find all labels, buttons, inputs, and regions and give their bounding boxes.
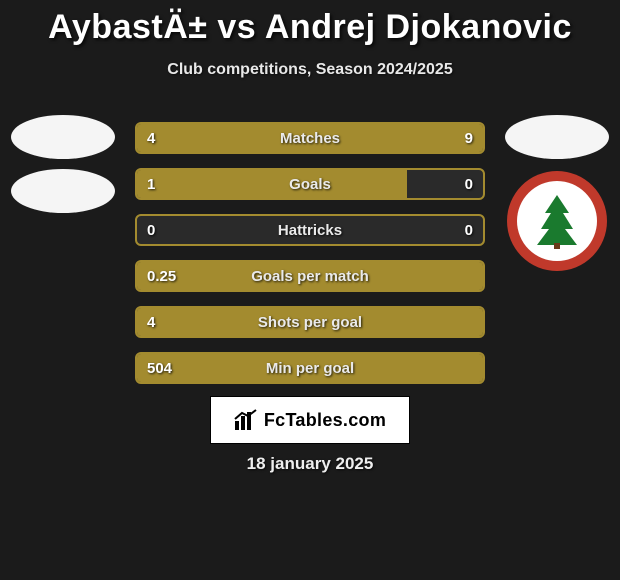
brand-text: FcTables.com (264, 410, 386, 431)
tree-icon (535, 193, 579, 249)
stat-label: Goals per match (137, 262, 483, 290)
brand-box: FcTables.com (210, 396, 410, 444)
comparison-subtitle: Club competitions, Season 2024/2025 (0, 61, 620, 79)
stat-bar-row: 49Matches (135, 122, 485, 154)
right-player-badges (502, 115, 612, 271)
player-oval-right-1 (505, 115, 609, 159)
stat-bars: 49Matches 10Goals 00Hattricks 0.25Goals per… (135, 122, 485, 398)
stat-label: Min per goal (137, 354, 483, 382)
club-badge (507, 171, 607, 271)
stat-bar-row: 504Min per goal (135, 352, 485, 384)
stat-label: Shots per goal (137, 308, 483, 336)
stat-bar-row: 0.25Goals per match (135, 260, 485, 292)
stat-label: Goals (137, 170, 483, 198)
player-oval-left-1 (11, 115, 115, 159)
stat-label: Matches (137, 124, 483, 152)
chart-icon (234, 409, 258, 431)
left-player-badges (8, 115, 118, 223)
player-oval-left-2 (11, 169, 115, 213)
snapshot-date: 18 january 2025 (0, 454, 620, 474)
comparison-title: AybastÄ± vs Andrej Djokanovic (0, 0, 620, 47)
stat-bar-row: 00Hattricks (135, 214, 485, 246)
stat-label: Hattricks (137, 216, 483, 244)
stat-bar-row: 4Shots per goal (135, 306, 485, 338)
stat-bar-row: 10Goals (135, 168, 485, 200)
